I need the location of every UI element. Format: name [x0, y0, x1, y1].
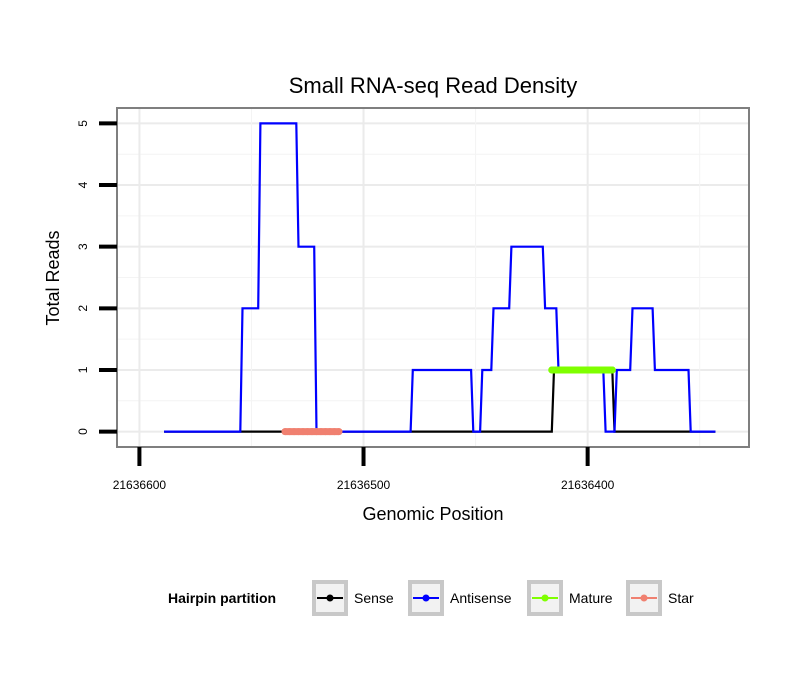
series-point-mature [553, 366, 561, 374]
series-point-mature [593, 366, 601, 374]
series-point-mature [598, 366, 606, 374]
series-point-mature [563, 366, 571, 374]
legend-label: Sense [354, 590, 394, 606]
series-point-mature [608, 366, 616, 374]
x-tick-label: 21636500 [337, 478, 391, 492]
series-point-mature [568, 366, 576, 374]
legend-label: Antisense [450, 590, 512, 606]
chart-title: Small RNA-seq Read Density [289, 73, 578, 98]
legend-key-point [640, 594, 648, 602]
legend-item-sense: Sense [312, 580, 394, 616]
legend: Hairpin partition Sense Antisense Mature St… [168, 580, 694, 616]
y-tick-label: 1 [76, 366, 90, 373]
y-tick-label: 0 [76, 428, 90, 435]
legend-item-mature: Mature [527, 580, 613, 616]
legend-key-point [541, 594, 549, 602]
legend-item-star: Star [626, 580, 694, 616]
y-tick-label: 4 [76, 181, 90, 188]
series-point-mature [588, 366, 596, 374]
legend-key-point [422, 594, 430, 602]
y-tick-label: 3 [76, 243, 90, 250]
series-point-mature [583, 366, 591, 374]
grid [117, 108, 749, 447]
series-point-mature [558, 366, 566, 374]
x-tick-label: 21636600 [113, 478, 167, 492]
y-axis: 0 1 2 3 4 5 [76, 120, 117, 435]
legend-label: Mature [569, 590, 613, 606]
legend-item-antisense: Antisense [408, 580, 512, 616]
legend-label: Star [668, 590, 694, 606]
y-tick-label: 5 [76, 120, 90, 127]
x-axis: 21636600 21636500 21636400 [113, 447, 615, 492]
series-layer [164, 122, 716, 436]
x-tick-label: 21636400 [561, 478, 615, 492]
series-line-antisense [164, 122, 716, 433]
series-point-mature [548, 366, 556, 374]
series-point-star [335, 428, 343, 436]
x-axis-title: Genomic Position [362, 504, 503, 524]
series-point-mature [578, 366, 586, 374]
legend-key-point [326, 594, 334, 602]
series-point-mature [603, 366, 611, 374]
y-axis-title: Total Reads [43, 230, 63, 325]
series-point-mature [573, 366, 581, 374]
legend-title: Hairpin partition [168, 590, 276, 606]
plot-panel-border [116, 107, 750, 448]
y-tick-label: 2 [76, 305, 90, 312]
